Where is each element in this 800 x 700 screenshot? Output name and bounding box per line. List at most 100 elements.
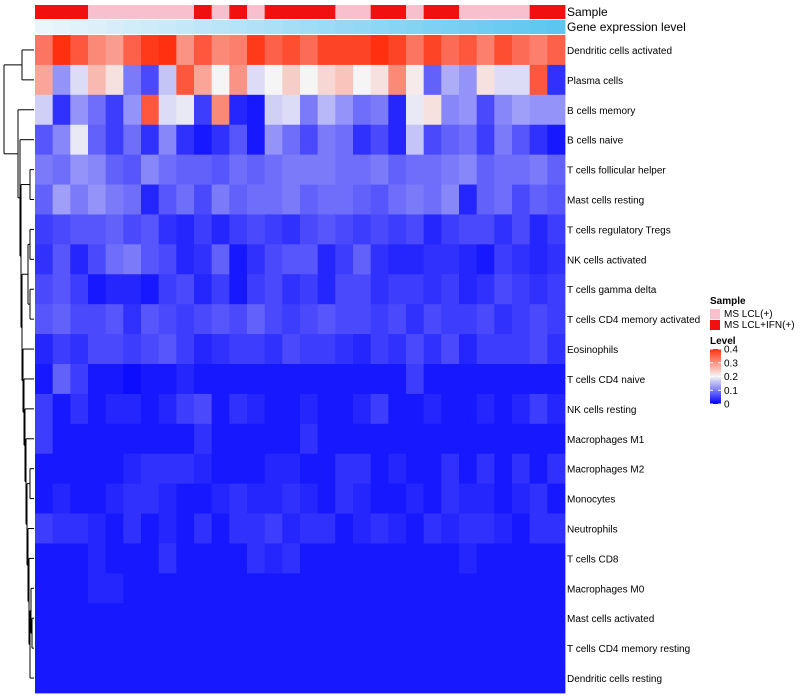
gene-expression-annotation-label: Gene expression level (567, 20, 686, 34)
heatmap-cell (423, 423, 442, 455)
heatmap-cell (105, 603, 124, 634)
sample-annotation-cell (282, 5, 301, 19)
heatmap-cell (423, 304, 442, 335)
heatmap-cell (52, 274, 71, 305)
heatmap-cell (194, 214, 213, 245)
heatmap-cell (441, 274, 460, 305)
level-legend-ticks: 0.4 0.3 0.2 0.1 0 (710, 345, 738, 411)
heatmap-cell (176, 483, 195, 514)
heatmap-cell (158, 94, 177, 126)
heatmap-cell (158, 35, 177, 66)
gene-expression-annotation-cell (194, 20, 213, 34)
heatmap-cell (423, 274, 442, 305)
heatmap-cell (547, 633, 566, 664)
heatmap-cell (264, 64, 283, 96)
heatmap-cell (335, 364, 354, 395)
heatmap-cell (141, 513, 160, 544)
heatmap-cell (141, 364, 160, 395)
heatmap-cell (335, 154, 354, 185)
sample-annotation-label: Sample (567, 5, 608, 19)
heatmap-cell (494, 184, 513, 215)
heatmap-cell (300, 633, 319, 664)
heatmap-cell (317, 633, 336, 664)
heatmap-cell (300, 154, 319, 185)
heatmap-cell (547, 184, 566, 215)
heatmap-cell (529, 274, 548, 305)
heatmap-cell (370, 483, 389, 514)
heatmap-cell (335, 423, 354, 455)
heatmap-cell (35, 244, 54, 275)
gene-expression-annotation-cell (370, 20, 389, 34)
heatmap-cell (35, 35, 54, 66)
heatmap-cell (88, 364, 107, 395)
heatmap-cell (494, 393, 513, 425)
heatmap-cell (88, 663, 107, 694)
level-tick-label: 0.4 (724, 345, 738, 356)
heatmap-cell (70, 304, 89, 335)
heatmap-cell (229, 364, 248, 395)
gene-expression-annotation-cell (141, 20, 160, 34)
heatmap-cell (194, 154, 213, 185)
heatmap-cell (229, 334, 248, 365)
heatmap-cell (512, 453, 531, 485)
sample-legend-title: Sample (710, 296, 746, 307)
heatmap-cell (335, 334, 354, 365)
heatmap-cell (406, 483, 425, 514)
heatmap-cell (494, 94, 513, 126)
heatmap-cell (512, 364, 531, 395)
heatmap-cell (123, 154, 142, 185)
level-tick-label: 0 (724, 400, 730, 411)
heatmap-cell (247, 603, 266, 634)
heatmap-cell (441, 453, 460, 485)
heatmap-cell (423, 94, 442, 126)
level-legend-title: Level (710, 336, 736, 347)
heatmap-cell (247, 35, 266, 66)
level-legend: Level 0.4 0.3 0.2 0.1 0 (710, 336, 738, 411)
heatmap-cell (247, 543, 266, 574)
heatmap-cell (476, 573, 495, 604)
heatmap-cell (88, 154, 107, 185)
heatmap-cell (494, 244, 513, 275)
heatmap-cell (52, 573, 71, 604)
heatmap-cell (353, 633, 372, 664)
heatmap-cell (123, 513, 142, 544)
sample-annotation-cell (176, 5, 195, 19)
heatmap-cell (70, 364, 89, 395)
sample-annotation-cell (211, 5, 230, 19)
heatmap-cell (459, 334, 478, 365)
heatmap-cell (105, 483, 124, 514)
heatmap-cell (282, 633, 301, 664)
heatmap-cell (370, 244, 389, 275)
heatmap-cell (441, 214, 460, 245)
heatmap-cell (70, 274, 89, 305)
heatmap-cell (123, 304, 142, 335)
heatmap-cell (441, 244, 460, 275)
heatmap-cell (459, 244, 478, 275)
sample-annotation-cell (88, 5, 107, 19)
heatmap-cell (229, 94, 248, 126)
heatmap-cell (282, 274, 301, 305)
heatmap-cell (512, 423, 531, 455)
heatmap-cell (512, 513, 531, 544)
level-tick-label: 0.1 (724, 386, 738, 397)
heatmap-cell (105, 633, 124, 664)
sample-annotation-cell (317, 5, 336, 19)
heatmap-cell (459, 543, 478, 574)
heatmap-cell (441, 573, 460, 604)
heatmap-cell (353, 154, 372, 185)
heatmap-cell (494, 35, 513, 66)
row-label: B cells naive (567, 136, 624, 147)
heatmap-cell (88, 573, 107, 604)
sample-annotation-cell (70, 5, 89, 19)
heatmap-cell (353, 244, 372, 275)
heatmap-cell (282, 513, 301, 544)
heatmap-cell (317, 124, 336, 156)
heatmap-cell (476, 423, 495, 455)
heatmap-cell (494, 304, 513, 335)
heatmap-cell (406, 184, 425, 215)
heatmap-cell (70, 334, 89, 365)
heatmap-cell (370, 364, 389, 395)
heatmap-cell (300, 214, 319, 245)
heatmap-cell (300, 364, 319, 395)
heatmap-cell (476, 304, 495, 335)
